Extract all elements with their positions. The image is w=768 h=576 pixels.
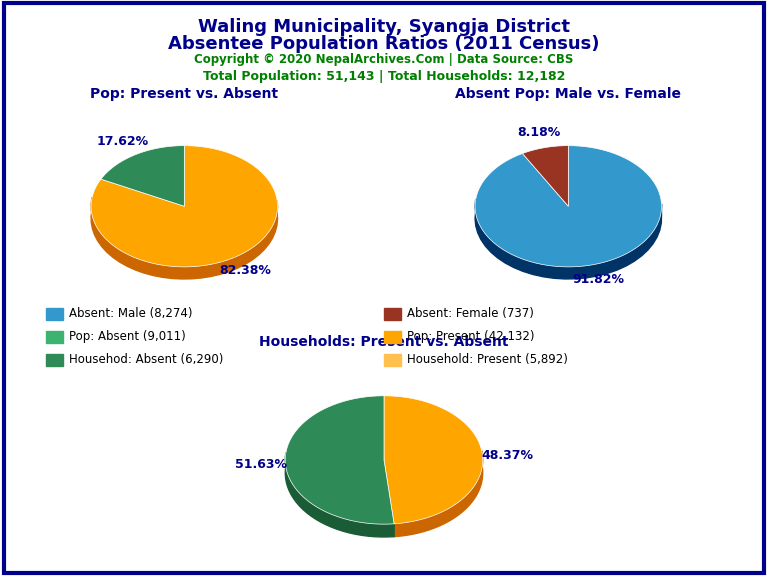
Polygon shape bbox=[285, 453, 394, 537]
Polygon shape bbox=[101, 146, 184, 206]
Text: Household: Present (5,892): Household: Present (5,892) bbox=[407, 354, 568, 366]
Text: 82.38%: 82.38% bbox=[220, 264, 272, 277]
Polygon shape bbox=[475, 199, 661, 279]
Polygon shape bbox=[91, 198, 277, 279]
Text: Total Population: 51,143 | Total Households: 12,182: Total Population: 51,143 | Total Househo… bbox=[203, 70, 565, 84]
Text: 51.63%: 51.63% bbox=[235, 457, 286, 471]
Text: Absent: Female (737): Absent: Female (737) bbox=[407, 308, 534, 320]
Text: Absent: Male (8,274): Absent: Male (8,274) bbox=[69, 308, 193, 320]
Text: 8.18%: 8.18% bbox=[517, 127, 561, 139]
Polygon shape bbox=[285, 396, 394, 524]
Text: Absentee Population Ratios (2011 Census): Absentee Population Ratios (2011 Census) bbox=[168, 35, 600, 52]
Text: Househod: Absent (6,290): Househod: Absent (6,290) bbox=[69, 354, 223, 366]
Title: Households: Present vs. Absent: Households: Present vs. Absent bbox=[260, 335, 508, 349]
Text: Pop: Absent (9,011): Pop: Absent (9,011) bbox=[69, 331, 186, 343]
Text: Waling Municipality, Syangja District: Waling Municipality, Syangja District bbox=[198, 18, 570, 36]
Text: 17.62%: 17.62% bbox=[97, 135, 149, 148]
Polygon shape bbox=[394, 451, 483, 537]
Polygon shape bbox=[475, 146, 661, 267]
Text: 48.37%: 48.37% bbox=[482, 449, 533, 463]
Polygon shape bbox=[522, 146, 568, 206]
Text: Pop: Present (42,132): Pop: Present (42,132) bbox=[407, 331, 535, 343]
Title: Pop: Present vs. Absent: Pop: Present vs. Absent bbox=[91, 87, 278, 101]
Text: 91.82%: 91.82% bbox=[572, 273, 624, 286]
Polygon shape bbox=[91, 146, 277, 267]
Polygon shape bbox=[384, 396, 483, 524]
Title: Absent Pop: Male vs. Female: Absent Pop: Male vs. Female bbox=[455, 87, 681, 101]
Text: Copyright © 2020 NepalArchives.Com | Data Source: CBS: Copyright © 2020 NepalArchives.Com | Dat… bbox=[194, 53, 574, 66]
